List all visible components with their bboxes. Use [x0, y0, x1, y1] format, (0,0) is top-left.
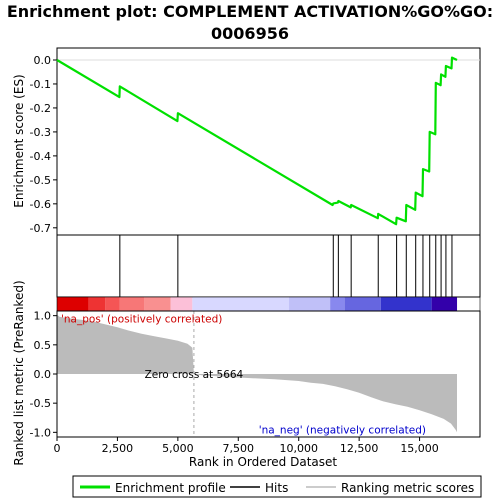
hits-panel: [56, 234, 481, 312]
es-ytick-label-5: -0.5: [30, 174, 51, 187]
legend-metric-label: Ranking metric scores: [341, 481, 474, 495]
es-ytick-label-4: -0.4: [30, 150, 51, 163]
metric-xtick-label-5: 12,500: [340, 442, 379, 455]
color-bar-segment-0: [57, 297, 89, 311]
metric-xtick-label-6: 15,000: [400, 442, 439, 455]
metric-ytick-label-4: -1.0: [30, 426, 51, 439]
color-bar-segment-4: [144, 297, 171, 311]
color-bar-segment-3: [119, 297, 145, 311]
chart-title-line-2: 0006956: [211, 24, 289, 43]
metric-xtick-label-1: 2,500: [102, 442, 134, 455]
es-ytick-label-0: 0.0: [34, 54, 52, 67]
color-bar-segment-2: [105, 297, 120, 311]
color-bar-segment-10: [380, 297, 432, 311]
metric-xtick-label-0: 0: [54, 442, 61, 455]
es-ytick-label-6: -0.6: [30, 198, 51, 211]
legend: Enrichment profile Hits Ranking metric s…: [72, 475, 482, 498]
color-bar-segment-1: [88, 297, 106, 311]
color-bar-segment-5: [170, 297, 193, 311]
metric-ytick-label-2: 0.0: [34, 368, 52, 381]
enrichment-score-panel: 0.0 -0.1 -0.2 -0.3 -0.4 -0.5 -0.6 -0.7: [30, 47, 481, 236]
legend-enrichment-label: Enrichment profile: [115, 481, 226, 495]
zero-cross-label: Zero cross at 5664: [145, 369, 244, 381]
ranking-metric-area: [57, 314, 457, 433]
chart-title-line-1: Enrichment plot: COMPLEMENT ACTIVATION%G…: [7, 2, 493, 21]
ranked-metric-panel: 1.0 0.5 0.0 -0.5 -1.00 2,500 5,000 7,500 10,000 1…: [30, 310, 481, 455]
neg-correlated-label: 'na_neg' (negatively correlated): [259, 424, 426, 436]
es-ylabel: Enrichment score (ES): [12, 74, 26, 207]
hits-frame: [56, 234, 481, 298]
metric-xlabel: Rank in Ordered Dataset: [189, 455, 337, 469]
color-bar-segment-6: [192, 297, 290, 311]
metric-ytick-label-0: 1.0: [34, 310, 52, 323]
es-plot-frame: [56, 47, 481, 236]
color-bar-segment-9: [344, 297, 381, 311]
color-bar-segment-7: [289, 297, 331, 311]
legend-box: [72, 475, 482, 498]
es-ytick-label-3: -0.3: [30, 126, 51, 139]
metric-xtick-label-3: 7,500: [223, 442, 255, 455]
enrichment-profile-line: [56, 56, 458, 226]
es-ytick-label-1: -0.1: [30, 78, 51, 91]
color-bar-segment-8: [330, 297, 345, 311]
metric-ylabel: Ranked list metric (PreRanked): [12, 280, 26, 465]
metric-ytick-label-1: 0.5: [34, 339, 52, 352]
metric-ytick-label-3: -0.5: [30, 397, 51, 410]
es-ytick-label-2: -0.2: [30, 102, 51, 115]
metric-xtick-label-4: 10,000: [279, 442, 318, 455]
es-ytick-label-7: -0.7: [30, 222, 51, 235]
metric-xtick-label-2: 5,000: [162, 442, 194, 455]
color-bar-segment-11: [431, 297, 458, 311]
legend-hits-label: Hits: [265, 481, 288, 495]
pos-correlated-label: 'na_pos' (positively correlated): [61, 314, 222, 326]
